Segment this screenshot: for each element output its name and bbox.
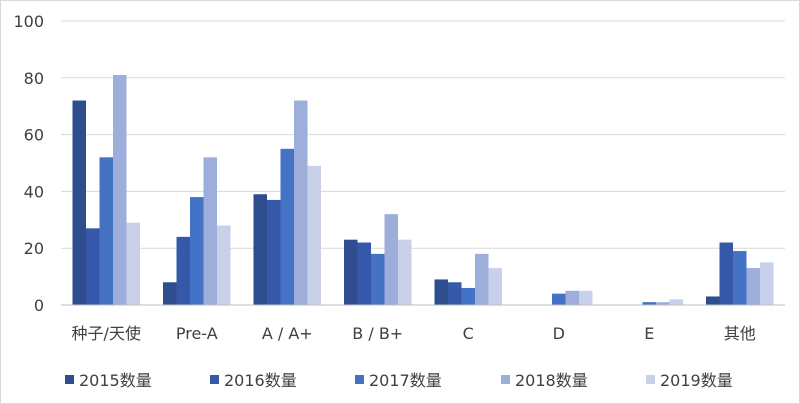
y-tick-label: 80 xyxy=(24,69,44,88)
bar xyxy=(344,239,358,305)
legend-label: 2017数量 xyxy=(369,371,442,390)
bar xyxy=(267,199,281,305)
legend-label: 2019数量 xyxy=(660,371,733,390)
bar xyxy=(371,253,385,305)
bar xyxy=(733,251,747,305)
bar xyxy=(113,74,127,306)
bar xyxy=(719,242,733,305)
y-tick-label: 60 xyxy=(24,126,44,145)
bars xyxy=(72,74,774,306)
bar xyxy=(294,100,308,306)
bar xyxy=(475,253,489,305)
bar xyxy=(217,225,231,305)
bar xyxy=(280,148,294,305)
bar xyxy=(461,287,475,305)
bar xyxy=(448,282,462,305)
legend-swatch xyxy=(210,375,219,384)
category-label: 种子/天使 xyxy=(72,324,141,343)
bar xyxy=(398,239,412,305)
category-label: 其他 xyxy=(724,324,756,343)
bar xyxy=(760,262,774,305)
bar xyxy=(203,157,217,305)
y-tick-label: 20 xyxy=(24,239,44,258)
x-axis-category-labels: 种子/天使 Pre-A A / A+ B / B+ C D E 其他 xyxy=(72,324,756,343)
category-label: C xyxy=(463,324,474,343)
legend-swatch xyxy=(501,375,510,384)
legend-swatch xyxy=(646,375,655,384)
legend-label: 2018数量 xyxy=(515,371,588,390)
y-tick-label: 0 xyxy=(34,296,44,315)
bar xyxy=(176,236,190,305)
category-label: Pre-A xyxy=(176,324,218,343)
legend-swatch xyxy=(65,375,74,384)
bar xyxy=(488,268,502,305)
bar xyxy=(357,242,371,305)
bar xyxy=(552,293,566,305)
bar xyxy=(126,222,140,305)
bar xyxy=(642,302,656,305)
bar xyxy=(190,197,204,305)
bar xyxy=(579,290,593,305)
bar xyxy=(656,302,670,305)
category-label: B / B+ xyxy=(352,324,403,343)
category-label: E xyxy=(644,324,654,343)
bar xyxy=(706,296,720,305)
legend-label: 2015数量 xyxy=(79,371,152,390)
bar xyxy=(72,100,86,306)
legend-swatch xyxy=(355,375,364,384)
y-tick-label: 100 xyxy=(13,12,44,31)
gridlines xyxy=(61,20,785,249)
category-label: D xyxy=(553,324,565,343)
legend-label: 2016数量 xyxy=(224,371,297,390)
category-label: A / A+ xyxy=(262,324,313,343)
y-axis-tick-labels: 0 20 40 60 80 100 xyxy=(13,12,44,315)
bar xyxy=(86,228,100,305)
bar xyxy=(746,268,760,305)
bar xyxy=(565,290,579,305)
bar xyxy=(163,282,177,305)
bar xyxy=(253,194,267,305)
bar xyxy=(99,157,113,305)
bar xyxy=(434,279,448,305)
bar xyxy=(669,299,683,305)
legend: 2015数量 2016数量 2017数量 2018数量 2019数量 xyxy=(65,371,733,390)
bar xyxy=(384,214,398,305)
y-tick-label: 40 xyxy=(24,182,44,201)
bar xyxy=(307,165,321,305)
